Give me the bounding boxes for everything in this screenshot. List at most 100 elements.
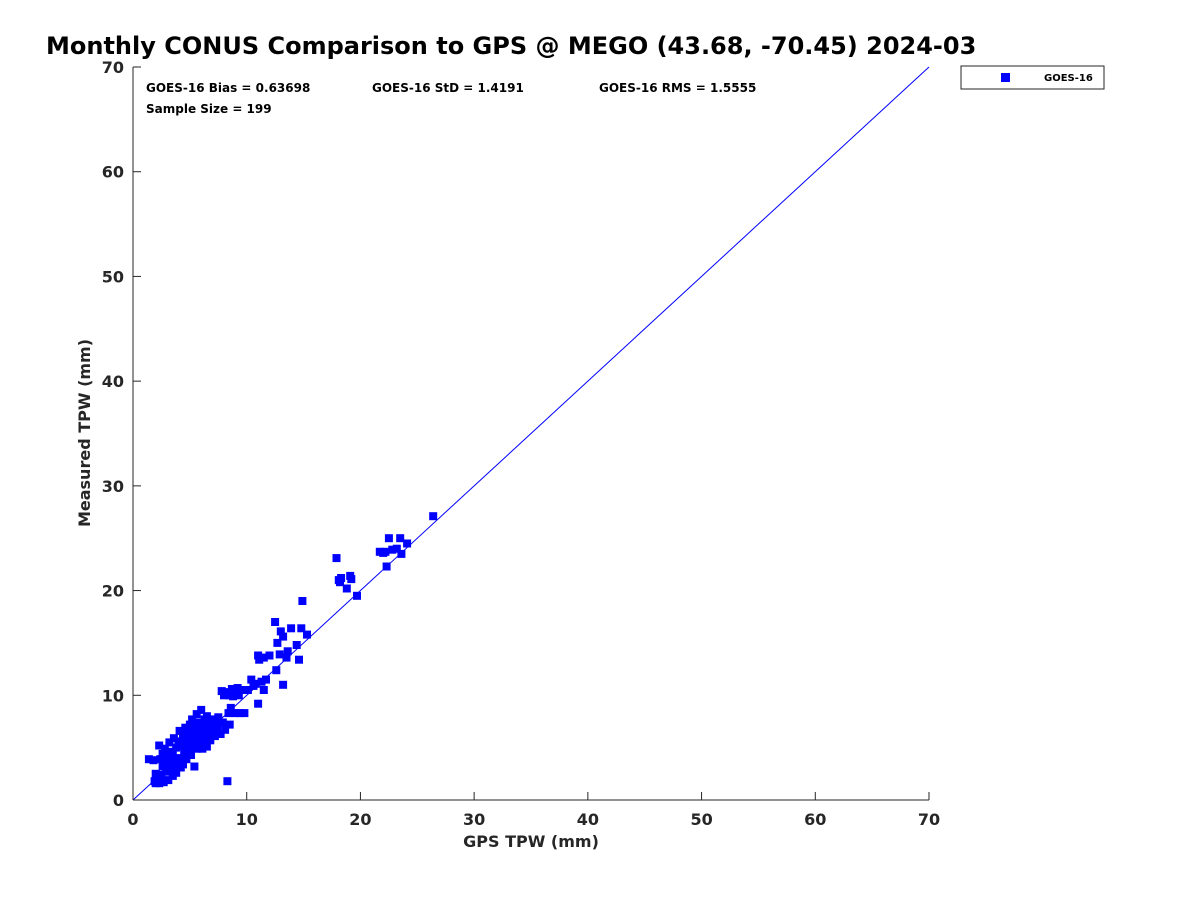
data-point [174, 737, 183, 746]
x-axis-label: GPS TPW (mm) [463, 832, 599, 851]
data-points-group [144, 512, 438, 788]
data-point [292, 641, 301, 649]
data-point [202, 712, 211, 721]
data-point [384, 534, 393, 543]
legend-marker-goes16 [1001, 73, 1010, 82]
data-point [189, 731, 198, 740]
data-point [231, 709, 240, 718]
sample-size-annotation: Sample Size = 199 [146, 102, 272, 116]
data-point [226, 703, 235, 712]
data-point [155, 779, 164, 788]
data-point [337, 574, 346, 582]
data-point [158, 762, 167, 771]
x-tick-label: 30 [463, 810, 485, 829]
y-tick-label: 0 [113, 791, 124, 810]
data-point [190, 762, 199, 771]
data-point [243, 686, 252, 694]
data-point [298, 597, 307, 605]
data-point [172, 743, 181, 752]
data-point [271, 618, 280, 626]
data-point [192, 710, 201, 719]
y-ticks-group: 0 10 20 30 40 50 60 70 [102, 58, 141, 810]
y-tick-label: 50 [102, 267, 124, 286]
data-point [259, 686, 268, 694]
data-point [235, 709, 244, 718]
data-point [429, 512, 438, 521]
data-point [185, 739, 194, 748]
data-point [272, 666, 281, 675]
y-tick-label: 30 [102, 477, 124, 496]
data-point [175, 726, 184, 735]
data-point [164, 776, 173, 785]
data-point [273, 638, 282, 647]
data-point [403, 539, 412, 548]
data-point [240, 709, 249, 718]
data-point [259, 653, 268, 662]
data-point [208, 727, 217, 736]
x-ticks-group: 0 10 20 30 40 50 60 70 [127, 792, 940, 829]
data-point [163, 753, 172, 762]
data-point [381, 547, 390, 556]
data-point [382, 562, 391, 571]
data-point [214, 713, 223, 722]
data-point [179, 732, 187, 741]
chart-title: Monthly CONUS Comparison to GPS @ MEGO (… [46, 32, 976, 60]
data-point [276, 627, 285, 636]
data-point [218, 718, 227, 727]
data-point [169, 734, 178, 743]
data-point [247, 675, 256, 684]
data-point [282, 653, 291, 662]
data-point [216, 730, 225, 738]
data-point [233, 684, 242, 692]
y-tick-label: 20 [102, 582, 124, 601]
data-point [353, 591, 361, 600]
data-point [297, 624, 306, 633]
data-point [156, 755, 165, 764]
data-point [332, 554, 341, 563]
data-point [174, 754, 183, 763]
data-point [158, 749, 167, 758]
x-tick-label: 70 [918, 810, 940, 829]
data-point [255, 655, 264, 664]
data-point [162, 767, 170, 776]
data-point [172, 768, 181, 777]
data-point [275, 650, 284, 659]
rms-annotation: GOES-16 RMS = 1.5555 [599, 81, 756, 95]
data-point [225, 720, 234, 729]
data-point [166, 765, 175, 774]
x-tick-label: 20 [349, 810, 371, 829]
legend: GOES-16 [960, 65, 1105, 90]
data-point [188, 715, 197, 724]
y-tick-label: 70 [102, 58, 124, 77]
axes-group [132, 67, 929, 801]
data-point [184, 734, 193, 743]
data-point [191, 736, 200, 745]
data-point [181, 723, 190, 732]
data-point [396, 534, 405, 543]
y-axis-label: Measured TPW (mm) [75, 339, 94, 527]
data-point [157, 770, 166, 779]
data-point [210, 732, 219, 741]
legend-box [960, 65, 1105, 90]
data-point [347, 575, 356, 584]
data-point [212, 719, 220, 728]
data-point [262, 675, 270, 684]
y-tick-label: 10 [102, 686, 124, 705]
y-tick-label: 60 [102, 163, 124, 182]
data-point [198, 744, 207, 753]
data-point [202, 742, 211, 751]
data-point [392, 544, 401, 553]
x-tick-label: 40 [577, 810, 599, 829]
data-point [204, 731, 213, 740]
data-point [279, 680, 288, 689]
data-point [287, 624, 296, 633]
data-point [187, 751, 195, 759]
data-point [200, 738, 209, 747]
data-point [336, 578, 344, 587]
data-point [254, 651, 263, 660]
data-point [295, 655, 303, 664]
data-point [185, 720, 194, 729]
data-point [217, 687, 226, 696]
data-point [182, 755, 191, 764]
